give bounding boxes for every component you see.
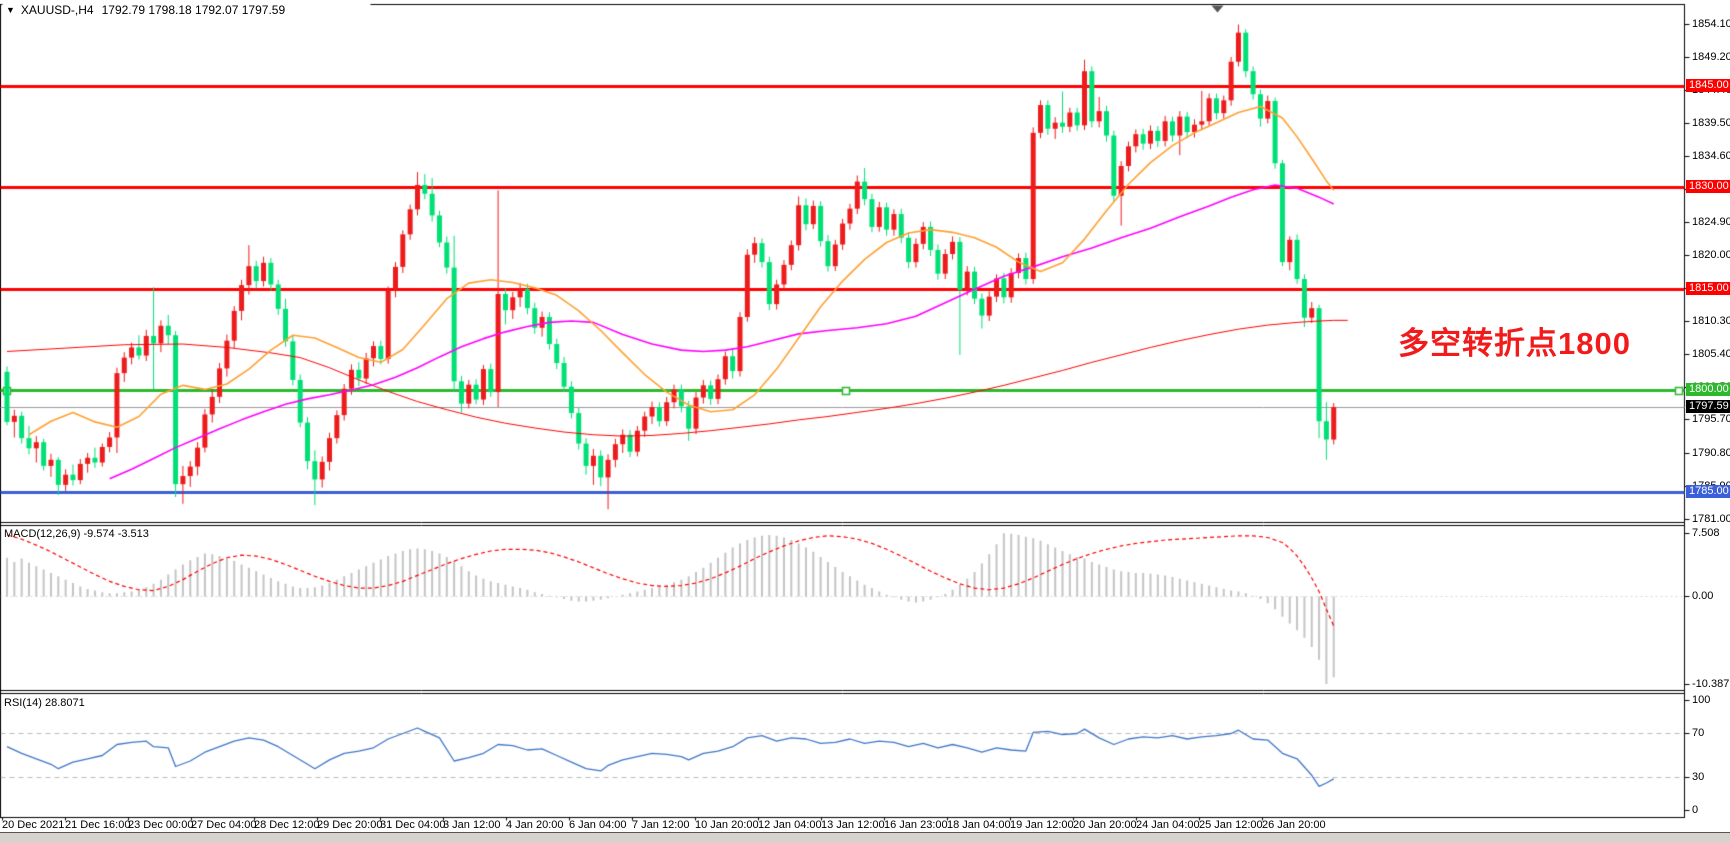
time-axis-label: 16 Jan 23:00 <box>884 819 948 831</box>
time-axis-label: 20 Dec 2021 <box>2 819 65 831</box>
time-axis-label: 18 Jan 04:00 <box>947 819 1011 831</box>
price-badge: 1800.00 <box>1686 383 1730 397</box>
bottom-window-strip <box>0 832 1730 843</box>
price-tick-label: 1820.00 <box>1692 248 1730 261</box>
price-tick-label: 1790.80 <box>1692 446 1730 459</box>
price-badge: 1815.00 <box>1686 281 1730 295</box>
macd-tick-label: 0.00 <box>1692 590 1714 602</box>
price-badge: 1845.00 <box>1686 78 1730 92</box>
time-axis-label: 26 Jan 20:00 <box>1262 819 1326 831</box>
price-tick-label: 1849.20 <box>1692 51 1730 64</box>
rsi-tick-label: 30 <box>1692 771 1705 783</box>
price-tick-label: 1795.70 <box>1692 413 1730 426</box>
macd-tick-label: 7.508 <box>1692 526 1720 539</box>
price-tick-label: 1824.90 <box>1692 215 1730 228</box>
time-axis-label: 4 Jan 20:00 <box>506 819 564 831</box>
price-tick-label: 1834.60 <box>1692 150 1730 162</box>
price-badge: 1797.59 <box>1686 399 1730 413</box>
rsi-tick-label: 70 <box>1692 727 1705 739</box>
rsi-tick-label: 100 <box>1692 694 1711 706</box>
price-badge: 1785.00 <box>1686 484 1730 498</box>
time-axis-label: 19 Jan 12:00 <box>1010 819 1074 831</box>
time-axis-label: 12 Jan 04:00 <box>758 819 822 831</box>
chinese-annotation-text[interactable]: 多空转折点1800 <box>1398 326 1631 361</box>
rsi-indicator-label: RSI(14) 28.8071 <box>4 697 85 709</box>
symbol-period-label: XAUUSD-,H4 <box>20 3 94 17</box>
ohlc-values-label: 1792.79 1798.18 1792.07 1797.59 <box>101 3 286 17</box>
time-axis-label: 24 Jan 04:00 <box>1136 819 1200 831</box>
time-axis-label: 20 Jan 20:00 <box>1073 819 1137 831</box>
time-axis-label: 25 Jan 12:00 <box>1199 819 1263 831</box>
time-axis-label: 31 Dec 04:00 <box>380 819 446 831</box>
time-axis-label: 21 Dec 16:00 <box>65 819 131 831</box>
macd-tick-label: -10.387 <box>1692 677 1730 690</box>
time-axis-label: 29 Dec 20:00 <box>317 819 383 831</box>
price-tick-label: 1805.40 <box>1692 347 1730 360</box>
time-axis-label: 7 Jan 12:00 <box>632 819 690 831</box>
time-axis-label: 3 Jan 12:00 <box>443 819 501 831</box>
time-axis-label: 27 Dec 04:00 <box>191 819 257 831</box>
price-tick-label: 1839.50 <box>1692 116 1730 129</box>
time-axis-label: 10 Jan 20:00 <box>695 819 759 831</box>
collapse-triangle-icon[interactable]: ▼ <box>6 5 15 15</box>
chart-title-bar: ▼ XAUUSD-,H4 1792.79 1798.18 1792.07 179… <box>4 3 292 17</box>
macd-indicator-label: MACD(12,26,9) -9.574 -3.513 <box>4 528 149 540</box>
price-tick-label: 1810.30 <box>1692 314 1730 327</box>
time-axis-label: 28 Dec 12:00 <box>254 819 320 831</box>
time-axis-label: 13 Jan 12:00 <box>821 819 885 831</box>
price-tick-label: 1781.00 <box>1692 512 1730 525</box>
rsi-tick-label: 0 <box>1692 804 1699 816</box>
time-axis-label: 6 Jan 04:00 <box>569 819 627 831</box>
time-axis-label: 23 Dec 00:00 <box>128 819 194 831</box>
price-tick-label: 1854.10 <box>1692 18 1730 30</box>
price-badge: 1830.00 <box>1686 180 1730 194</box>
